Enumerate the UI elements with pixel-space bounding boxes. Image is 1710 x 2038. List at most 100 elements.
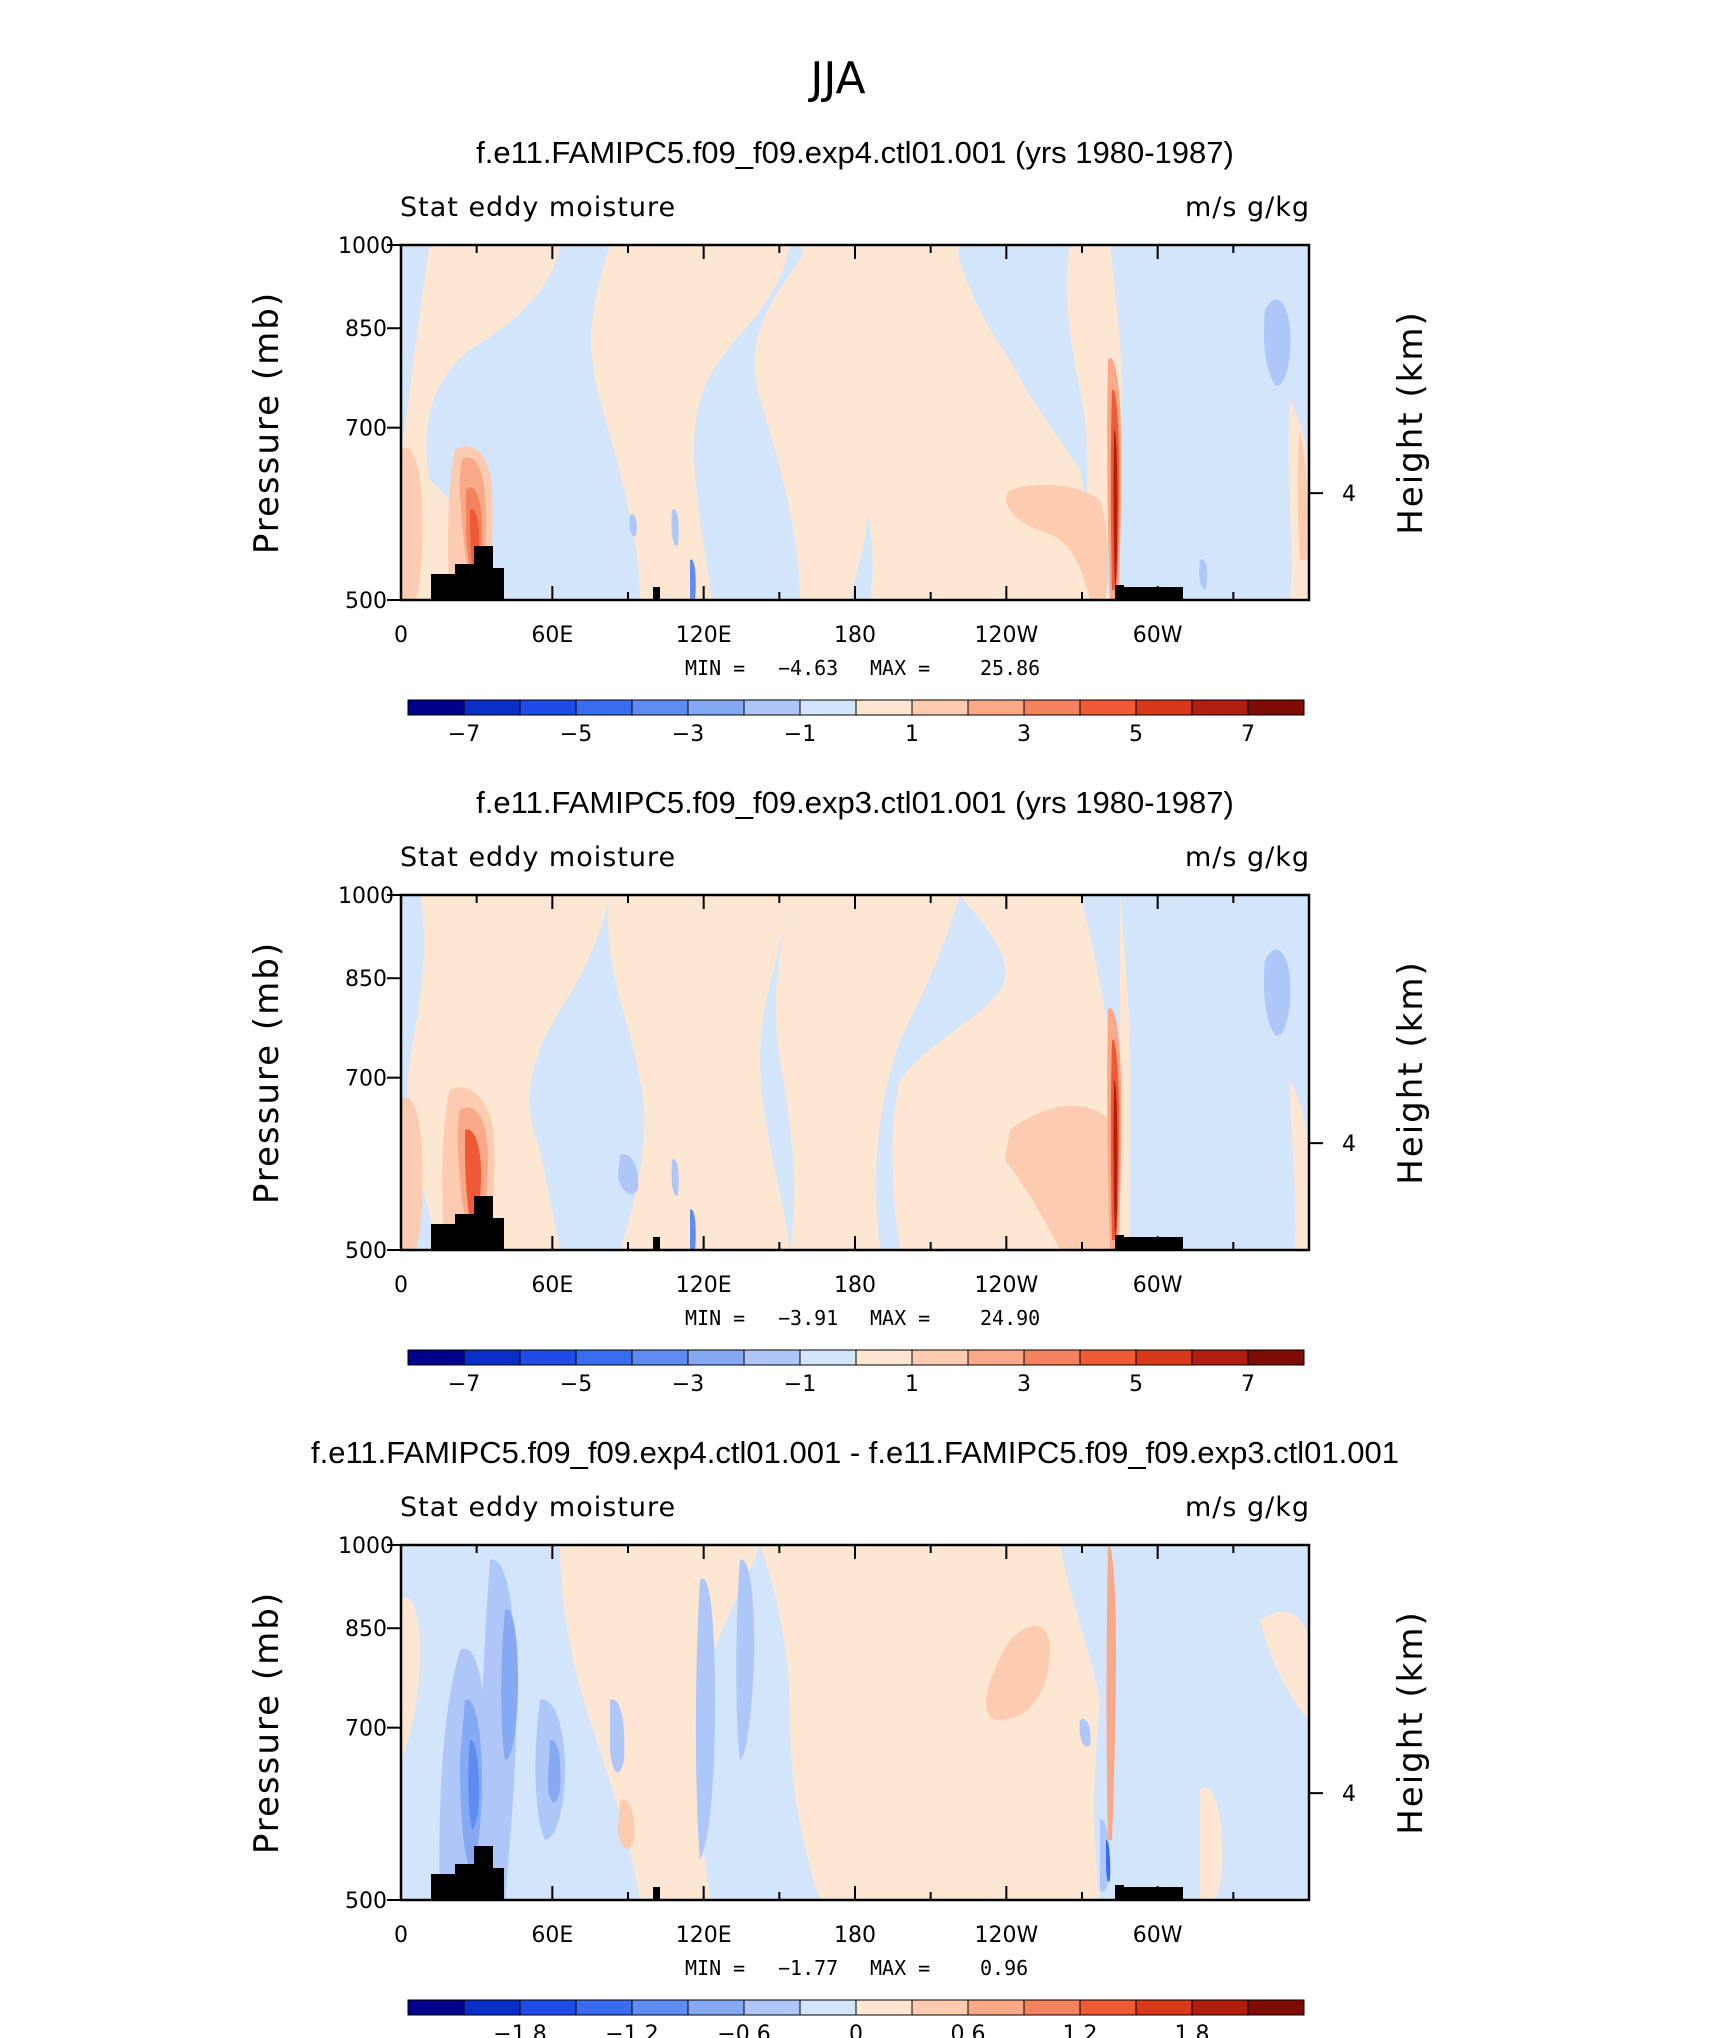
colorbar-swatch (1023, 1999, 1081, 2016)
x-tick-label: 180 (834, 623, 876, 648)
max-label: MAX = (870, 656, 930, 680)
colorbar-swatch (407, 1999, 465, 2016)
colorbar-swatch (407, 699, 465, 716)
colorbar (407, 1999, 1305, 2016)
y-tick-label: 1000 (338, 884, 394, 909)
units-label: m/s g/kg (1185, 192, 1310, 223)
colorbar-swatch (1079, 1999, 1137, 2016)
colorbar-label: 5 (1129, 722, 1143, 747)
colorbar-swatch (855, 1999, 913, 2016)
colorbar-swatch (1191, 699, 1249, 716)
colorbar-label: −1.8 (493, 2022, 546, 2038)
colorbar-swatch (967, 699, 1025, 716)
y-tick-label: 500 (345, 589, 387, 614)
panel-2-axes (387, 894, 1323, 1366)
y-right-axis-title: Height (km) (1391, 310, 1431, 535)
main-title: JJA (807, 53, 865, 104)
colorbar-label: −3 (672, 1372, 704, 1397)
colorbar-swatch (1079, 699, 1137, 716)
colorbar-swatch (1135, 1349, 1193, 1366)
x-tick-label: 120W (974, 1273, 1038, 1298)
y-right-axis-title: Height (km) (1391, 1610, 1431, 1835)
colorbar-swatch (1079, 1349, 1137, 1366)
colorbar-label: −1.2 (605, 2022, 658, 2038)
colorbar-label: −7 (448, 1372, 480, 1397)
x-tick-label: 180 (834, 1273, 876, 1298)
colorbar-swatch (743, 1349, 801, 1366)
contour-field (399, 893, 1311, 1252)
colorbar-swatch (687, 1349, 745, 1366)
y-tick-label: 1000 (338, 1534, 394, 1559)
colorbar-swatch (1247, 1999, 1305, 2016)
colorbar-swatch (463, 699, 521, 716)
colorbar-swatch (575, 699, 633, 716)
contour-field (399, 1543, 1311, 1902)
colorbar-swatch (855, 699, 913, 716)
colorbar-swatch (463, 1999, 521, 2016)
x-tick-label: 60E (531, 623, 573, 648)
max-label: MAX = (870, 1956, 930, 1980)
x-tick-label: 120W (974, 623, 1038, 648)
colorbar-label: −3 (672, 722, 704, 747)
colorbar-swatch (1191, 1999, 1249, 2016)
colorbar-swatch (1135, 1999, 1193, 2016)
colorbar-swatch (911, 1349, 969, 1366)
x-tick-label: 120E (676, 1923, 732, 1948)
variable-label: Stat eddy moisture (400, 1492, 676, 1523)
y-axis-title: Pressure (mb) (247, 941, 287, 1204)
min-label: MIN = (685, 1956, 745, 1980)
units-label: m/s g/kg (1185, 1492, 1310, 1523)
y-axis-title: Pressure (mb) (247, 291, 287, 554)
contour-field (399, 243, 1311, 602)
panel-3-axes (387, 1544, 1323, 2016)
colorbar-swatch (743, 1999, 801, 2016)
colorbar-swatch (1247, 1349, 1305, 1366)
colorbar (407, 699, 1305, 716)
y-tick-label: 700 (345, 1067, 387, 1092)
colorbar-label: 1.2 (1063, 2022, 1098, 2038)
x-tick-label: 60E (531, 1273, 573, 1298)
y-axis-title: Pressure (mb) (247, 1591, 287, 1854)
panel-3: f.e11.FAMIPC5.f09_f09.exp4.ctl01.001 - f… (311, 1435, 1399, 1902)
colorbar-label: 5 (1129, 1372, 1143, 1397)
min-value: −4.63 (778, 656, 838, 680)
max-label: MAX = (870, 1306, 930, 1330)
x-tick-label: 120E (676, 623, 732, 648)
panel-title: f.e11.FAMIPC5.f09_f09.exp4.ctl01.001 (yr… (476, 135, 1234, 170)
colorbar-swatch (1023, 1349, 1081, 1366)
y-tick-label: 700 (345, 417, 387, 442)
y-right-axis-title: Height (km) (1391, 960, 1431, 1185)
colorbar-label: −1 (784, 1372, 816, 1397)
colorbar-swatch (1191, 1349, 1249, 1366)
colorbar-swatch (519, 1999, 577, 2016)
colorbar-swatch (519, 699, 577, 716)
min-value: −1.77 (778, 1956, 838, 1980)
colorbar-label: −7 (448, 722, 480, 747)
panel-1-axes (387, 244, 1323, 716)
colorbar (407, 1349, 1305, 1366)
colorbar-swatch (911, 699, 969, 716)
x-tick-label: 60W (1133, 1923, 1183, 1948)
panel-title: f.e11.FAMIPC5.f09_f09.exp3.ctl01.001 (yr… (476, 785, 1234, 820)
colorbar-label: −1 (784, 722, 816, 747)
colorbar-label: 1 (905, 722, 919, 747)
x-tick-label: 120W (974, 1923, 1038, 1948)
x-tick-label: 0 (394, 1923, 408, 1948)
colorbar-swatch (631, 699, 689, 716)
colorbar-swatch (799, 1999, 857, 2016)
x-tick-label: 0 (394, 1273, 408, 1298)
colorbar-label: 0.6 (951, 2022, 986, 2038)
max-value: 25.86 (980, 656, 1040, 680)
colorbar-label: 7 (1241, 1372, 1255, 1397)
colorbar-label: 7 (1241, 722, 1255, 747)
variable-label: Stat eddy moisture (400, 192, 676, 223)
max-value: 0.96 (980, 1956, 1028, 1980)
x-tick-label: 0 (394, 623, 408, 648)
height-tick-label: 4 (1342, 1132, 1356, 1157)
colorbar-swatch (575, 1999, 633, 2016)
colorbar-swatch (519, 1349, 577, 1366)
colorbar-swatch (1247, 699, 1305, 716)
colorbar-label: 1 (905, 1372, 919, 1397)
min-label: MIN = (685, 1306, 745, 1330)
